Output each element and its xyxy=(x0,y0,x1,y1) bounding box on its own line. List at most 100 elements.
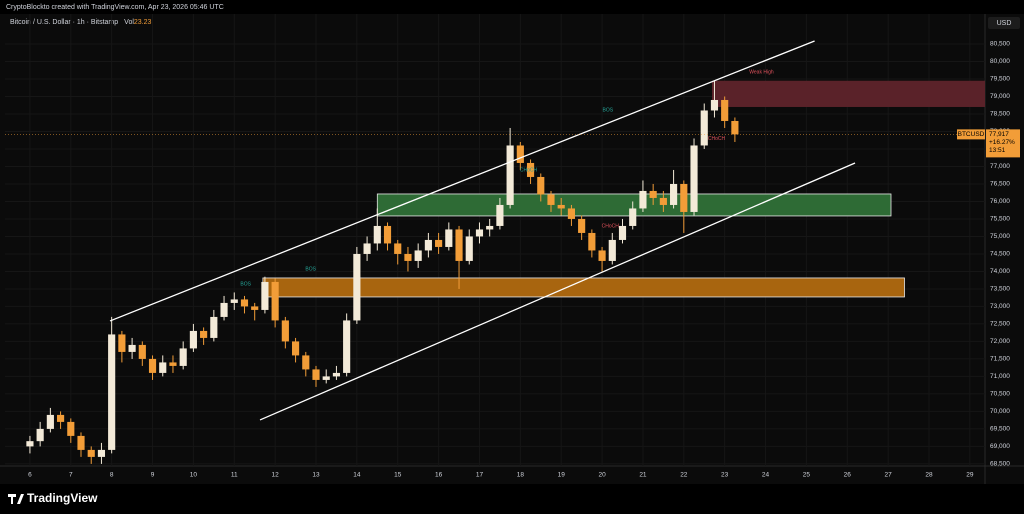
annotation: BOS xyxy=(240,281,251,287)
candle-body xyxy=(128,344,136,352)
annotation: BOS xyxy=(603,107,614,113)
candle-body xyxy=(506,145,514,205)
x-tick-label: 23 xyxy=(721,472,729,479)
channel-line xyxy=(109,40,815,322)
x-tick-label: 15 xyxy=(394,472,402,479)
y-tick-label: 71,500 xyxy=(990,356,1010,363)
candle-body xyxy=(138,344,146,359)
candle-body xyxy=(710,99,719,111)
candle-body xyxy=(179,348,187,366)
candle-body xyxy=(220,302,228,317)
candle-body xyxy=(618,225,627,240)
brand: TradingView xyxy=(27,491,98,505)
candle-body xyxy=(148,358,157,373)
candle-body xyxy=(189,330,197,349)
candle-body xyxy=(659,197,667,205)
candle-body xyxy=(547,194,555,205)
candle-body xyxy=(343,320,351,373)
candle-body xyxy=(281,320,289,342)
candle-body xyxy=(332,372,341,377)
x-tick-label: 28 xyxy=(925,472,933,479)
candle-body xyxy=(680,183,688,212)
y-tick-label: 74,000 xyxy=(990,268,1010,275)
x-tick-label: 25 xyxy=(803,472,811,479)
candle-body xyxy=(97,449,106,457)
x-tick-label: 16 xyxy=(435,472,443,479)
candle-body xyxy=(118,334,126,352)
candle-body xyxy=(373,225,381,244)
candle-body xyxy=(383,225,392,244)
candle-body xyxy=(87,449,95,457)
candle-body xyxy=(240,299,249,307)
last-price: 77,917 xyxy=(989,131,1009,138)
candle-body xyxy=(159,362,167,373)
currency-box xyxy=(988,17,1020,29)
candle-body xyxy=(394,243,402,254)
y-tick-label: 75,500 xyxy=(990,216,1010,223)
symbol: BTCUSD xyxy=(958,131,985,138)
y-tick-label: 70,500 xyxy=(990,391,1010,398)
y-tick-label: 74,500 xyxy=(990,251,1010,258)
candle-body xyxy=(567,208,575,219)
candle-body xyxy=(578,218,586,233)
x-tick-label: 20 xyxy=(598,472,606,479)
candle-body xyxy=(526,162,535,177)
candle-body xyxy=(271,281,279,321)
candle-body xyxy=(414,250,422,261)
x-tick-label: 13 xyxy=(312,472,320,479)
candle-body xyxy=(169,362,177,366)
candle-body xyxy=(639,190,647,209)
y-tick-label: 75,000 xyxy=(990,233,1010,240)
candle-body xyxy=(731,120,739,135)
x-tick-label: 10 xyxy=(190,472,198,479)
candle-body xyxy=(557,204,565,209)
y-tick-label: 72,000 xyxy=(990,338,1010,345)
candle-body xyxy=(322,376,330,380)
candle-body xyxy=(435,239,443,247)
x-tick-label: 24 xyxy=(762,472,770,479)
annotation: Weak High xyxy=(749,69,774,75)
candle-body xyxy=(670,183,678,205)
candle-body xyxy=(465,236,473,261)
y-tick-label: 78,500 xyxy=(990,111,1010,118)
x-tick-label: 9 xyxy=(151,472,155,479)
candle-body xyxy=(608,239,616,261)
candle-body xyxy=(598,250,606,261)
candle-body xyxy=(690,145,698,212)
y-tick-label: 80,500 xyxy=(990,41,1010,48)
candle-body xyxy=(200,330,208,338)
candle-body xyxy=(649,190,657,198)
y-tick-label: 76,500 xyxy=(990,181,1010,188)
x-tick-label: 18 xyxy=(517,472,525,479)
candle-body xyxy=(353,253,361,321)
candle-body xyxy=(537,176,545,195)
y-tick-label: 76,000 xyxy=(990,198,1010,205)
x-tick-label: 22 xyxy=(680,472,688,479)
x-tick-label: 29 xyxy=(966,472,974,479)
y-tick-label: 73,500 xyxy=(990,286,1010,293)
price-box xyxy=(986,129,1020,158)
candle-body xyxy=(404,253,412,261)
candle-body xyxy=(36,428,44,442)
y-tick-label: 79,500 xyxy=(990,76,1010,83)
candle-body xyxy=(516,145,524,163)
x-tick-label: 11 xyxy=(231,472,238,479)
candle-body xyxy=(363,243,371,254)
candle-body xyxy=(108,334,116,450)
candle-body xyxy=(312,369,320,380)
candle-body xyxy=(210,316,218,338)
candle-body xyxy=(261,281,269,310)
symbol-box xyxy=(957,129,985,140)
candle-body xyxy=(291,341,300,356)
chart-title: Bitcoin / U.S. Dollar · 1h · Bitstamp xyxy=(10,19,118,26)
x-tick-label: 6 xyxy=(28,472,32,479)
x-tick-label: 21 xyxy=(639,472,647,479)
annotation: CHoCH xyxy=(520,167,538,173)
candle-body xyxy=(26,441,34,447)
candle-body xyxy=(721,99,729,121)
y-tick-label: 68,500 xyxy=(990,461,1010,468)
candle-body xyxy=(475,229,484,237)
y-tick-label: 72,500 xyxy=(990,321,1010,328)
y-tick-label: 77,000 xyxy=(990,163,1010,170)
candle-body xyxy=(77,435,85,450)
